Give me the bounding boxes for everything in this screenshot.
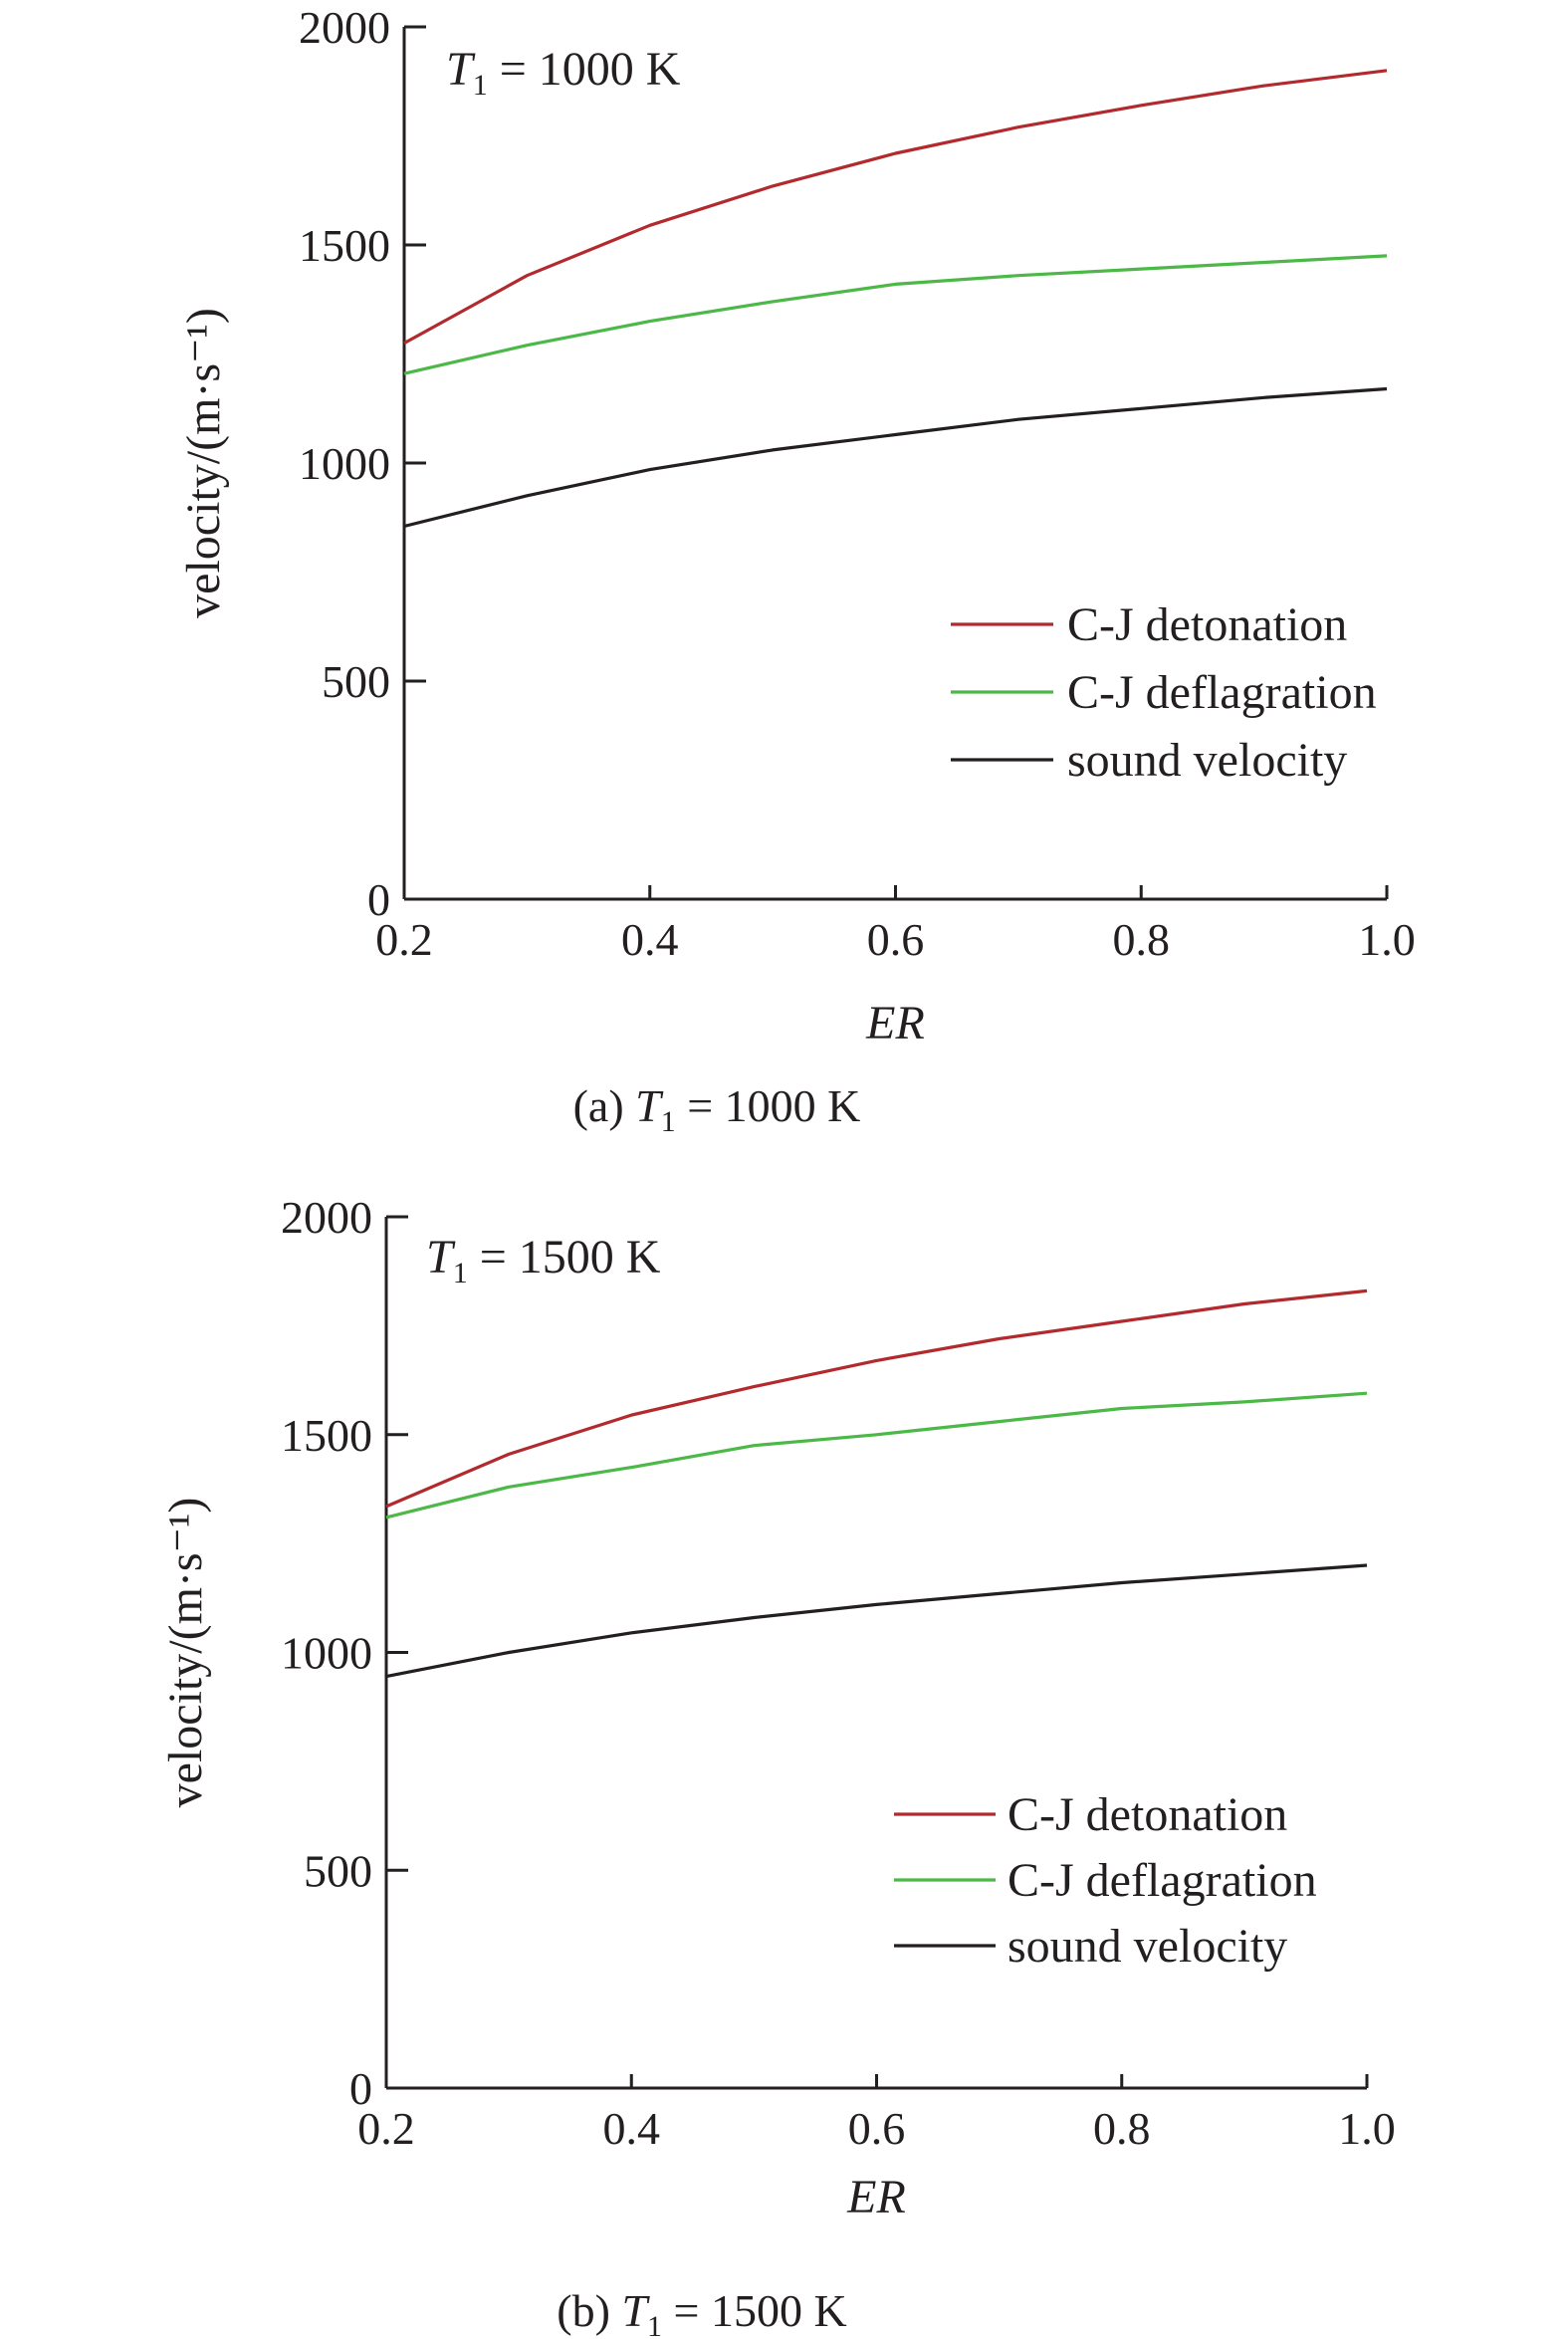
series-line-c-j-deflagration [385,1391,1368,1520]
legend-label: sound velocity [1067,734,1347,787]
chart-panel-a: 0 500 1000 1500 2000 0.2 0.4 0.6 0.8 1.0 T1 = 1000… [177,2,1416,1138]
legend-label: C-J deflagration [1008,1854,1317,1907]
y-tick-label: 500 [322,656,390,707]
y-tick-label: 0 [367,874,390,925]
panel-annotation: T1 = 1500 K [426,1231,661,1289]
x-tick-label: 0.2 [375,914,433,965]
y-axis-title: velocity/(m·s⁻¹) [177,308,230,618]
legend: C-J detonation C-J deflagration sound velo… [951,598,1377,787]
y-tick-label: 2000 [281,1192,372,1243]
y-tick-label: 0 [349,2063,372,2114]
y-tick-label: 2000 [299,2,390,53]
chart-panel-b: 0 500 1000 1500 2000 0.2 0.4 0.6 0.8 1.0 T1 = 1500… [159,1192,1396,2339]
legend-label: C-J detonation [1067,598,1347,651]
legend-label: sound velocity [1008,1920,1287,1973]
legend: C-J detonation C-J deflagration sound velo… [894,1788,1317,1973]
series-line-c-j-detonation [385,1288,1368,1509]
x-tick-label: 0.4 [621,914,679,965]
x-tick-label: 0.6 [867,914,925,965]
x-tick-label: 1.0 [1358,914,1416,965]
y-tick-label: 500 [304,1845,372,1896]
x-tick-label: 0.8 [1113,914,1171,965]
x-tick-label: 0.4 [603,2103,661,2154]
y-tick-label: 1000 [299,438,390,489]
series-line-sound-velocity [385,1563,1368,1679]
legend-label: C-J deflagration [1067,666,1377,719]
x-tick-label: 0.2 [357,2103,415,2154]
panel-caption: (b) T1 = 1500 K [557,2285,846,2339]
series-line-c-j-detonation [403,69,1388,346]
series-line-sound-velocity [403,386,1388,529]
x-tick-label: 0.8 [1093,2103,1151,2154]
x-tick-label: 0.6 [848,2103,906,2154]
y-tick-label: 1500 [281,1410,372,1461]
y-tick-label: 1000 [281,1628,372,1679]
y-axis-title: velocity/(m·s⁻¹) [159,1498,212,1808]
panel-caption: (a) T1 = 1000 K [573,1080,861,1138]
series-line-c-j-deflagration [403,254,1388,375]
panel-annotation: T1 = 1000 K [446,43,681,102]
legend-label: C-J detonation [1008,1788,1287,1841]
x-axis-title: ER [846,2171,906,2223]
x-tick-label: 1.0 [1338,2103,1396,2154]
y-tick-label: 1500 [299,220,390,271]
x-axis-title: ER [865,997,925,1050]
